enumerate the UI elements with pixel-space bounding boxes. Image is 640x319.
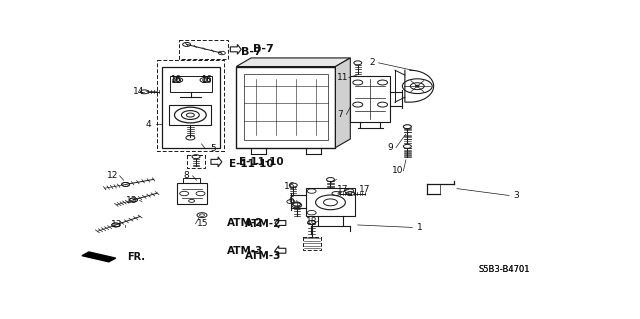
Text: 4: 4 — [146, 120, 151, 129]
Text: 16: 16 — [284, 182, 295, 191]
Bar — [236, 67, 335, 148]
Text: 1: 1 — [417, 223, 422, 232]
Text: 11: 11 — [337, 73, 349, 82]
Text: ATM-2: ATM-2 — [227, 218, 264, 228]
Text: 3: 3 — [514, 191, 519, 200]
Text: B-7: B-7 — [241, 47, 262, 57]
Bar — [350, 76, 390, 122]
Circle shape — [415, 85, 419, 87]
Text: 8: 8 — [184, 171, 189, 180]
Text: ATM-2: ATM-2 — [245, 219, 282, 229]
Text: ATM-3: ATM-3 — [245, 251, 282, 261]
Bar — [157, 60, 224, 151]
Text: 15: 15 — [197, 219, 209, 228]
Polygon shape — [236, 58, 350, 67]
Bar — [177, 183, 207, 204]
Polygon shape — [82, 252, 116, 262]
Text: 14: 14 — [133, 86, 144, 96]
Bar — [303, 237, 321, 249]
Bar — [187, 155, 205, 168]
Text: 16: 16 — [201, 75, 212, 84]
Polygon shape — [335, 58, 350, 148]
Text: 16: 16 — [201, 76, 212, 85]
Bar — [162, 67, 220, 148]
Text: 18: 18 — [306, 217, 317, 226]
Text: 17: 17 — [337, 185, 349, 194]
Text: 2: 2 — [370, 58, 376, 67]
Bar — [306, 188, 355, 216]
Text: 17: 17 — [360, 185, 371, 194]
Bar — [182, 178, 200, 183]
Text: 16: 16 — [170, 75, 181, 84]
Text: 13: 13 — [111, 220, 123, 229]
Text: E-11-10: E-11-10 — [229, 159, 273, 168]
Text: 9: 9 — [387, 143, 393, 152]
Text: 12: 12 — [106, 171, 118, 180]
Bar — [179, 40, 228, 59]
Text: B-7: B-7 — [253, 44, 273, 54]
Text: 7: 7 — [337, 110, 343, 119]
Text: 16: 16 — [171, 76, 182, 85]
Text: ATM-3: ATM-3 — [227, 246, 264, 256]
Bar — [170, 76, 212, 92]
Text: 5: 5 — [210, 144, 216, 153]
Text: S5B3-B4701: S5B3-B4701 — [478, 265, 530, 274]
Text: E-11-10: E-11-10 — [239, 157, 284, 167]
Text: 13: 13 — [126, 196, 138, 205]
Text: 10: 10 — [392, 167, 403, 175]
Text: S5B3-B4701: S5B3-B4701 — [478, 265, 530, 274]
Text: 6: 6 — [288, 196, 294, 205]
Text: FR.: FR. — [127, 252, 145, 263]
Bar — [169, 105, 211, 125]
Bar — [244, 74, 328, 140]
